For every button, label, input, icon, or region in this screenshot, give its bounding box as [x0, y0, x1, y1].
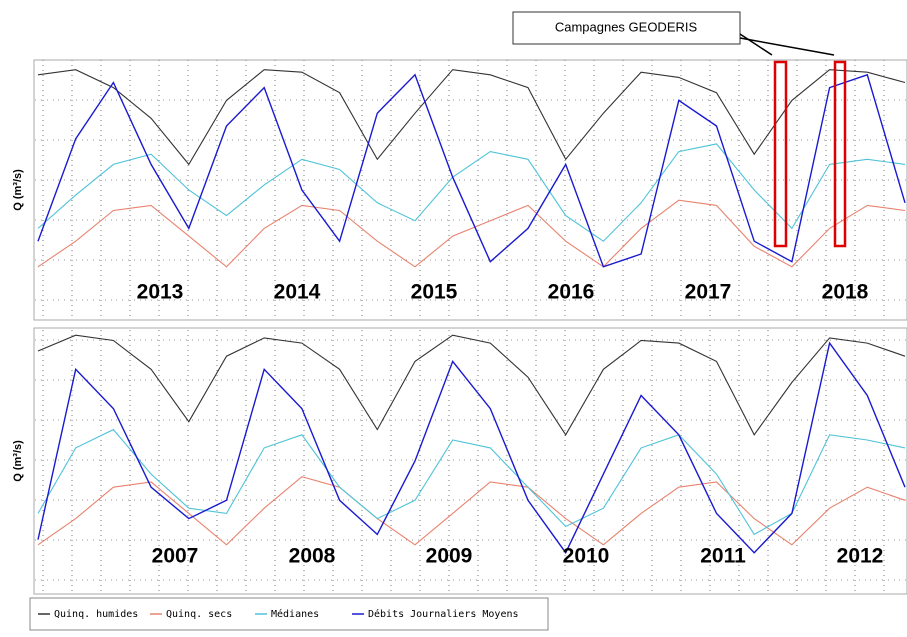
campaign-marker: [773, 60, 788, 248]
series-line: [37, 334, 906, 436]
legend-label: Médianes: [271, 608, 319, 620]
y-axis-label: Q (m³/s): [12, 169, 24, 211]
legend-label: Quinq. secs: [166, 609, 232, 620]
year-label: 2014: [274, 281, 321, 304]
series-line: [37, 341, 906, 555]
arrow: [739, 33, 773, 56]
legend: [29, 597, 549, 631]
legend-label: Quinq. humides: [54, 609, 138, 620]
year-label: 2007: [152, 545, 199, 568]
year-label: 2010: [563, 545, 610, 568]
year-label: 2011: [700, 545, 746, 568]
campaign-marker: [833, 60, 847, 248]
year-label: 2012: [837, 545, 884, 568]
annotation: Campagnes GEODERIS: [555, 19, 698, 34]
year-label: 2017: [685, 281, 732, 304]
year-label: 2015: [411, 281, 458, 304]
series-line: [37, 143, 906, 242]
arrow: [739, 37, 835, 56]
year-label: 2018: [822, 281, 869, 304]
series-line: [37, 428, 906, 536]
series-line: [37, 73, 906, 268]
legend-label: Débits Journaliers Moyens: [368, 608, 519, 620]
panel-bottom: [33, 327, 907, 595]
series-line: [37, 476, 906, 546]
year-label: 2009: [426, 545, 473, 568]
year-label: 2013: [137, 281, 184, 304]
annotation-box: [512, 11, 741, 45]
panel-top: [33, 59, 907, 321]
year-label: 2016: [548, 281, 595, 304]
series-line: [37, 199, 906, 268]
year-label: 2008: [289, 545, 336, 568]
series-line: [37, 69, 906, 166]
y-axis-label: Q (m³/s): [12, 440, 24, 482]
